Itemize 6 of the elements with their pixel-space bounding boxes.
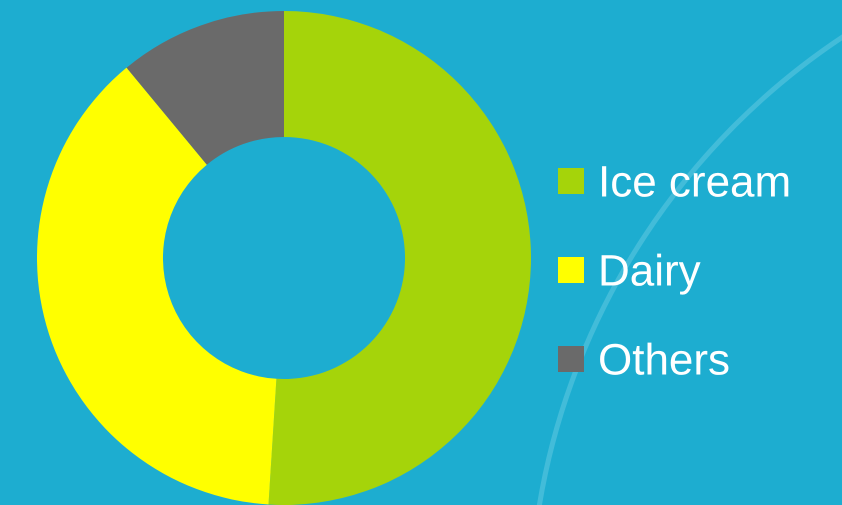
legend-label: Dairy [598,246,701,296]
donut-slice [37,68,276,505]
legend-label: Ice cream [598,157,792,206]
donut-slice [126,11,284,165]
legend-label: Others [598,335,730,384]
donut-slice [268,11,531,505]
